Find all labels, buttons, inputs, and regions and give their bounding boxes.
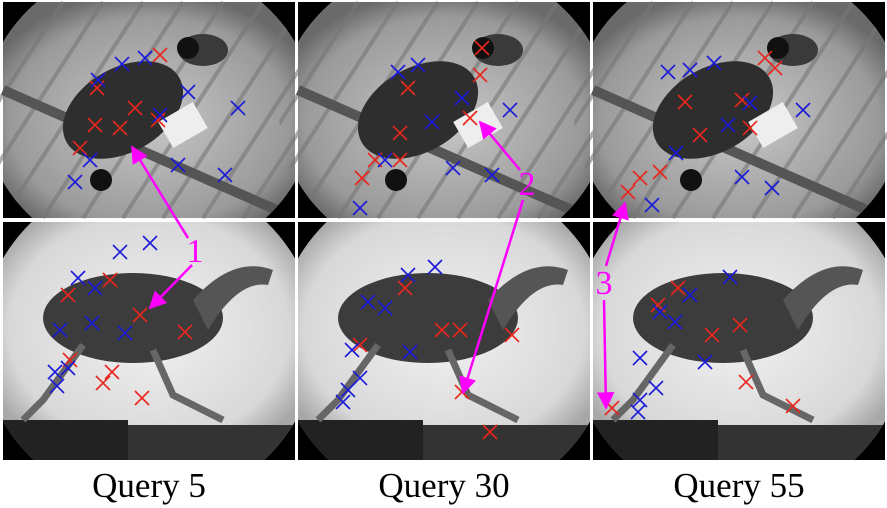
- annotation: 1: [187, 233, 204, 270]
- page: {"captions": ["Query 5", "Query 30", "Qu…: [0, 0, 887, 508]
- bird-body: [633, 273, 813, 363]
- sensor: [177, 37, 199, 59]
- annotation: 3: [596, 265, 613, 302]
- xray-bottom: [593, 222, 885, 460]
- sensor: [680, 169, 702, 191]
- sensor: [767, 37, 789, 59]
- sensor: [385, 169, 407, 191]
- caption: Query 55: [673, 466, 804, 505]
- figure: 1 2 3 Query 5 Query 30 Query 55: [0, 0, 887, 508]
- caption: Query 5: [92, 466, 206, 505]
- xray-bottom: [298, 222, 590, 460]
- sensor: [90, 169, 112, 191]
- caption: Query 30: [378, 466, 509, 505]
- annotation: 2: [519, 166, 536, 203]
- panels: [0, 2, 887, 460]
- xray-bottom: [3, 222, 295, 460]
- bird-body: [43, 273, 223, 363]
